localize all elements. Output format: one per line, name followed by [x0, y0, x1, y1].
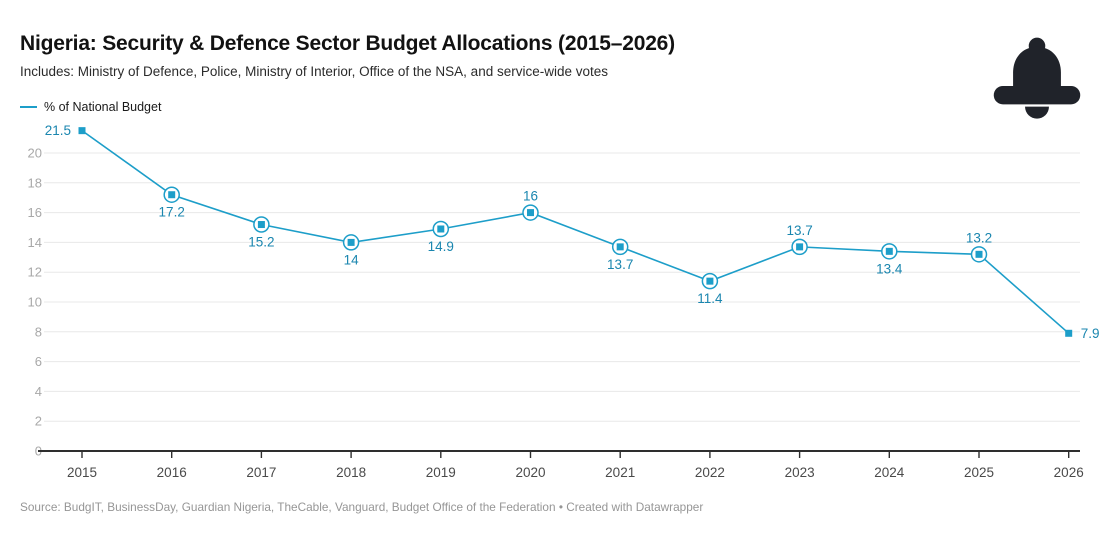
x-axis-tick-label: 2017 — [246, 465, 276, 480]
data-point-marker[interactable] — [78, 127, 86, 135]
y-axis-tick-label: 20 — [28, 146, 42, 161]
y-axis-tick-label: 10 — [28, 295, 42, 310]
x-axis-tick-label: 2016 — [157, 465, 187, 480]
legend-line-swatch — [20, 105, 37, 109]
data-point-marker[interactable] — [616, 243, 624, 251]
value-label: 13.2 — [966, 230, 992, 245]
x-axis-tick-label: 2022 — [695, 465, 725, 480]
value-label: 14 — [344, 252, 360, 267]
y-axis-tick-label: 12 — [28, 265, 42, 280]
x-axis-tick-label: 2021 — [605, 465, 635, 480]
x-axis-tick-label: 2020 — [515, 465, 545, 480]
x-axis-tick-label: 2018 — [336, 465, 366, 480]
chart-legend: % of National Budget — [20, 100, 161, 114]
notification-bell-icon[interactable] — [991, 31, 1083, 129]
value-label: 7.9 — [1081, 326, 1100, 341]
y-axis-tick-label: 18 — [28, 175, 42, 190]
data-point-marker[interactable] — [706, 277, 714, 285]
chart-canvas: 0246810121416182020152016201720182019202… — [28, 123, 1100, 480]
y-axis-tick-label: 4 — [35, 384, 42, 399]
value-label: 21.5 — [45, 123, 71, 138]
data-point-marker[interactable] — [975, 250, 983, 258]
value-label: 14.9 — [428, 239, 454, 254]
data-point-marker[interactable] — [885, 247, 893, 255]
value-label: 11.4 — [697, 291, 723, 306]
y-axis-tick-label: 16 — [28, 205, 42, 220]
x-axis-tick-label: 2023 — [785, 465, 815, 480]
value-label: 13.4 — [876, 261, 903, 276]
x-axis-tick-label: 2019 — [426, 465, 456, 480]
data-point-marker[interactable] — [168, 191, 176, 199]
source-attribution: Source: BudgIT, BusinessDay, Guardian Ni… — [20, 500, 704, 514]
value-label: 13.7 — [786, 223, 812, 238]
data-point-marker[interactable] — [347, 238, 355, 246]
value-label: 17.2 — [159, 205, 185, 220]
value-label: 13.7 — [607, 257, 633, 272]
x-axis-tick-label: 2015 — [67, 465, 97, 480]
data-point-marker[interactable] — [1065, 329, 1073, 337]
data-point-marker[interactable] — [527, 209, 534, 217]
data-point-marker[interactable] — [257, 221, 265, 229]
y-axis-tick-label: 8 — [35, 324, 42, 339]
data-point-marker[interactable] — [796, 243, 804, 251]
legend-label: % of National Budget — [44, 100, 162, 114]
y-axis-tick-label: 6 — [35, 354, 42, 369]
line-chart: 0246810121416182020152016201720182019202… — [0, 120, 1108, 490]
page-subtitle: Includes: Ministry of Defence, Police, M… — [20, 64, 608, 79]
value-label: 16 — [523, 189, 538, 204]
y-axis-tick-label: 14 — [28, 235, 42, 250]
series-line — [81, 129, 1070, 334]
x-axis-tick-label: 2024 — [874, 465, 905, 480]
y-axis-tick-label: 2 — [35, 414, 42, 429]
x-axis-tick-label: 2026 — [1054, 465, 1084, 480]
page-title: Nigeria: Security & Defence Sector Budge… — [20, 32, 675, 55]
value-label: 15.2 — [248, 235, 274, 250]
data-point-marker[interactable] — [437, 225, 445, 233]
x-axis-tick-label: 2025 — [964, 465, 994, 480]
